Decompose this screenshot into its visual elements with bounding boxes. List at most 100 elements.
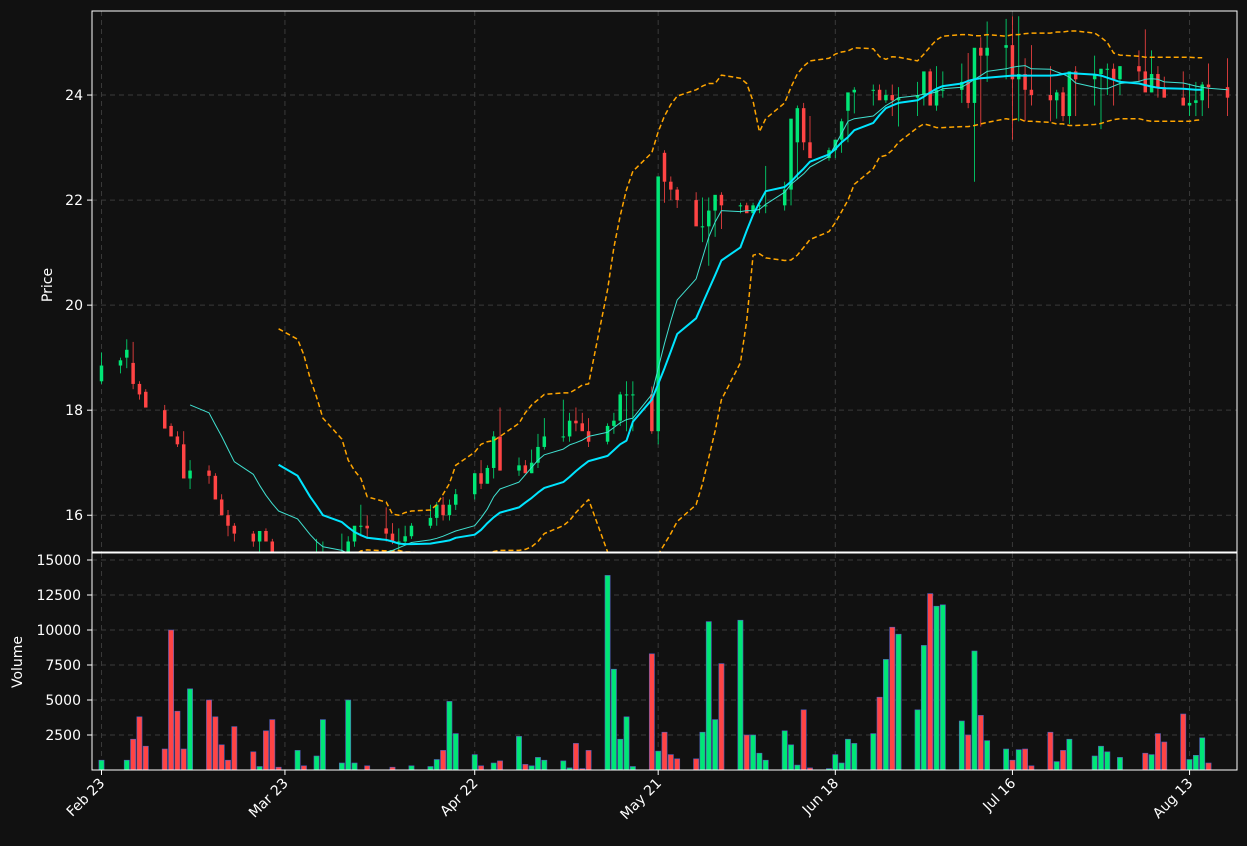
volume-bar xyxy=(958,720,965,770)
candle-body xyxy=(941,89,945,91)
volume-ytick-label: 12500 xyxy=(36,588,81,604)
volume-bar xyxy=(528,765,535,770)
candle-body xyxy=(871,89,875,91)
volume-bar xyxy=(389,766,396,770)
candle-body xyxy=(435,504,439,518)
price-ytick-label: 24 xyxy=(65,88,83,104)
volume-bar xyxy=(832,754,839,770)
volume-bar xyxy=(275,766,282,770)
volume-bar xyxy=(225,759,231,770)
candle-body xyxy=(1017,74,1021,80)
candle-body xyxy=(1023,74,1027,90)
candle-body xyxy=(365,525,369,529)
volume-bar xyxy=(693,758,700,770)
candle-body xyxy=(542,436,547,447)
volume-bar xyxy=(516,736,522,770)
volume-ytick-label: 5000 xyxy=(45,693,81,709)
candle-body xyxy=(960,81,964,90)
candle-body xyxy=(801,108,806,143)
candle-body xyxy=(517,465,521,471)
volume-bar xyxy=(617,738,624,770)
volume-bar xyxy=(705,621,712,770)
candle-body xyxy=(188,470,192,479)
volume-bar xyxy=(1060,750,1066,770)
candle-body xyxy=(1092,74,1097,80)
volume-bar xyxy=(661,731,668,770)
candle-body xyxy=(662,152,667,182)
candle-body xyxy=(1048,95,1053,101)
volume-bar xyxy=(927,593,934,770)
candle-body xyxy=(485,467,490,484)
volume-bar xyxy=(838,762,845,770)
volume-bar xyxy=(876,696,883,770)
candle-body xyxy=(612,420,616,426)
volume-bar xyxy=(1186,759,1193,770)
volume-bar xyxy=(788,744,794,770)
volume-bar xyxy=(1098,745,1104,770)
volume-bar xyxy=(674,758,681,770)
candle-body xyxy=(624,394,629,396)
volume-bar xyxy=(269,719,276,770)
volume-bar xyxy=(1161,741,1168,770)
candle-body xyxy=(175,436,180,445)
candle-body xyxy=(213,475,218,500)
candle-body xyxy=(403,536,407,542)
volume-bar xyxy=(1003,748,1009,770)
volume-bar xyxy=(427,766,434,770)
candle-body xyxy=(454,494,458,505)
volume-bar xyxy=(889,626,896,770)
candle-body xyxy=(618,394,622,421)
volume-bar xyxy=(566,767,573,770)
candle-body xyxy=(631,394,635,396)
volume-bar xyxy=(794,764,801,770)
volume-bar xyxy=(604,575,611,770)
candle-body xyxy=(270,541,275,552)
candle-body xyxy=(694,200,698,227)
volume-bar xyxy=(478,765,484,770)
candle-body xyxy=(1004,45,1008,48)
candle-body xyxy=(232,525,237,534)
volume-ytick-label: 7500 xyxy=(45,658,81,674)
volume-bar xyxy=(699,731,706,770)
candle-body xyxy=(207,470,211,476)
volume-bar xyxy=(535,757,541,770)
candle-body xyxy=(669,181,673,190)
volume-bar xyxy=(1180,713,1187,770)
volume-bar xyxy=(1117,757,1123,770)
volume-bar xyxy=(218,744,225,770)
volume-bar xyxy=(1192,754,1199,770)
volume-ytick-label: 10000 xyxy=(36,623,81,639)
candle-body xyxy=(707,210,711,227)
bollinger-upper-line xyxy=(278,30,1203,516)
price-ytick-label: 22 xyxy=(65,193,83,209)
volume-bar xyxy=(870,733,877,770)
candle-body xyxy=(441,504,445,516)
candle-body xyxy=(144,391,148,408)
volume-bar xyxy=(845,738,851,770)
volume-frame xyxy=(91,552,1238,771)
candle-body xyxy=(264,530,268,542)
volume-bar xyxy=(756,752,763,770)
candle-body xyxy=(131,362,135,384)
candle-body xyxy=(1225,87,1230,98)
candle-body xyxy=(523,465,528,474)
candle-body xyxy=(561,436,566,438)
volume-bar xyxy=(440,750,446,770)
volume-bar xyxy=(1047,731,1054,770)
candle-body xyxy=(1073,71,1078,80)
candle-body xyxy=(580,423,585,432)
volume-bar xyxy=(648,653,655,770)
candle-body xyxy=(808,142,812,159)
candle-body xyxy=(118,360,123,366)
volume-bar xyxy=(338,762,345,770)
volume-bar xyxy=(294,750,301,770)
volume-bar xyxy=(1009,759,1016,770)
volume-bar xyxy=(452,733,459,770)
candle-body xyxy=(972,47,977,103)
candle-body xyxy=(1187,102,1192,106)
candle-body xyxy=(479,473,483,484)
bollinger-lower-line xyxy=(357,117,1203,552)
candle-body xyxy=(125,349,129,358)
candle-body xyxy=(169,425,173,437)
